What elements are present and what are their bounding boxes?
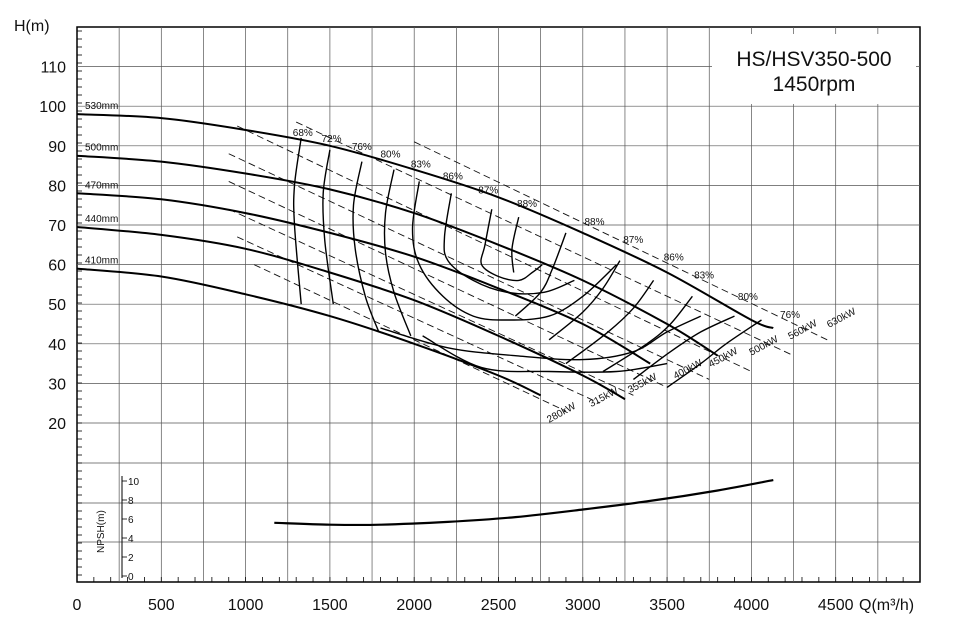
efficiency-label: 87% xyxy=(623,235,643,246)
power-line-label: 315kW xyxy=(587,385,620,410)
efficiency-label: 86% xyxy=(443,171,463,182)
power-line-label: 280kW xyxy=(545,401,578,426)
head-curve-label: 410mm xyxy=(85,256,118,267)
npsh-curve-layer xyxy=(274,479,774,527)
efficiency-curve xyxy=(666,319,762,388)
efficiency-label: 76% xyxy=(780,310,800,321)
power-line-label: 560kW xyxy=(786,318,819,343)
x-tick-label: 500 xyxy=(148,597,175,614)
efficiency-label: 76% xyxy=(352,142,372,153)
head-curve xyxy=(76,113,774,329)
efficiency-label: 83% xyxy=(694,270,714,281)
efficiency-curve xyxy=(322,149,334,305)
x-tick-label: 1000 xyxy=(228,597,264,614)
npsh-tick-labels: 0 2 4 6 8 10 xyxy=(122,477,140,583)
chart-title: HS/HSV350-500 xyxy=(736,48,891,71)
efficiency-label: 83% xyxy=(411,160,431,171)
power-line xyxy=(253,264,567,412)
power-line xyxy=(228,181,668,388)
head-curve-label: 440mm xyxy=(85,214,118,225)
x-tick-label: 4000 xyxy=(734,597,770,614)
efficiency-label: 88% xyxy=(517,199,537,210)
efficiency-label: 80% xyxy=(380,150,400,161)
power-line xyxy=(228,208,634,396)
efficiency-curve xyxy=(602,295,693,373)
y-tick-label: 80 xyxy=(48,178,66,195)
efficiency-curve xyxy=(380,315,702,361)
efficiency-curve xyxy=(480,209,543,282)
efficiency-curve xyxy=(443,193,575,295)
power-line xyxy=(295,121,794,357)
y-axis-label: H(m) xyxy=(14,18,50,35)
npsh-curve xyxy=(274,479,774,527)
x-tick-label: 3000 xyxy=(565,597,601,614)
npsh-axis-label: NPSH(m) xyxy=(96,510,107,553)
npsh-tick-label: 8 xyxy=(128,496,134,507)
y-tick-label: 100 xyxy=(39,99,66,116)
head-curve xyxy=(76,192,651,365)
efficiency-label: 72% xyxy=(321,134,341,145)
y-tick-label: 70 xyxy=(48,218,66,235)
x-tick-label: 0 xyxy=(73,597,82,614)
power-line-label: 500kW xyxy=(748,334,781,359)
x-tick-label: 2000 xyxy=(396,597,432,614)
x-tick-label: 3500 xyxy=(649,597,685,614)
npsh-tick-label: 4 xyxy=(128,534,134,545)
efficiency-curve xyxy=(511,216,520,273)
x-tick-label: 1500 xyxy=(312,597,348,614)
x-tick-labels: 0 500 1000 1500 2000 2500 3000 3500 4000 4500 xyxy=(73,597,854,614)
npsh-tick-label: 2 xyxy=(128,553,134,564)
x-axis-label: Q(m³/h) xyxy=(859,597,914,614)
efficiency-curve xyxy=(383,169,412,337)
efficiency-curve xyxy=(422,335,668,373)
y-tick-label: 50 xyxy=(48,297,66,314)
power-lines: 280kW315kW355kW400kW450kW500kW560kW630kW xyxy=(228,121,858,426)
efficiency-curve xyxy=(548,260,621,341)
efficiency-curves: 68% 72% 76% 80% 83% 86% 87% 88% 88% 87% 86% 83% 80% 7… xyxy=(293,128,800,388)
efficiency-curve xyxy=(514,232,567,317)
efficiency-curve xyxy=(565,279,655,365)
power-line xyxy=(236,125,752,372)
y-tick-label: 30 xyxy=(48,376,66,393)
y-tick-label: 20 xyxy=(48,416,66,433)
head-curve-label: 470mm xyxy=(85,180,118,191)
x-tick-label: 4500 xyxy=(818,597,854,614)
power-line-label: 355kW xyxy=(626,371,659,396)
chart-subtitle: 1450rpm xyxy=(773,73,856,96)
head-curve xyxy=(76,267,542,397)
efficiency-label: 68% xyxy=(293,128,313,139)
grid xyxy=(76,27,921,582)
head-curve-label: 500mm xyxy=(85,143,118,154)
efficiency-curve xyxy=(411,181,617,321)
head-curve-label: 530mm xyxy=(85,101,118,112)
npsh-tick-label: 10 xyxy=(128,477,140,488)
efficiency-label: 86% xyxy=(664,253,684,264)
x-tick-label: 2500 xyxy=(481,597,517,614)
efficiency-label: 87% xyxy=(478,185,498,196)
y-tick-label: 90 xyxy=(48,139,66,156)
efficiency-label: 80% xyxy=(738,292,758,303)
efficiency-label: 88% xyxy=(584,217,604,228)
npsh-tick-label: 0 xyxy=(128,572,134,583)
efficiency-curve xyxy=(352,161,380,333)
y-tick-labels: 20 30 40 50 60 70 80 90 100 110 xyxy=(39,60,66,433)
power-line xyxy=(228,153,710,380)
power-line-label: 630kW xyxy=(825,306,858,331)
y-tick-label: 110 xyxy=(40,60,66,77)
npsh-tick-label: 6 xyxy=(128,515,134,526)
efficiency-curve xyxy=(292,137,302,305)
y-tick-label: 60 xyxy=(48,258,66,275)
head-curve xyxy=(76,226,626,401)
y-tick-label: 40 xyxy=(48,337,66,354)
title-background xyxy=(712,34,916,104)
power-line xyxy=(414,141,828,341)
